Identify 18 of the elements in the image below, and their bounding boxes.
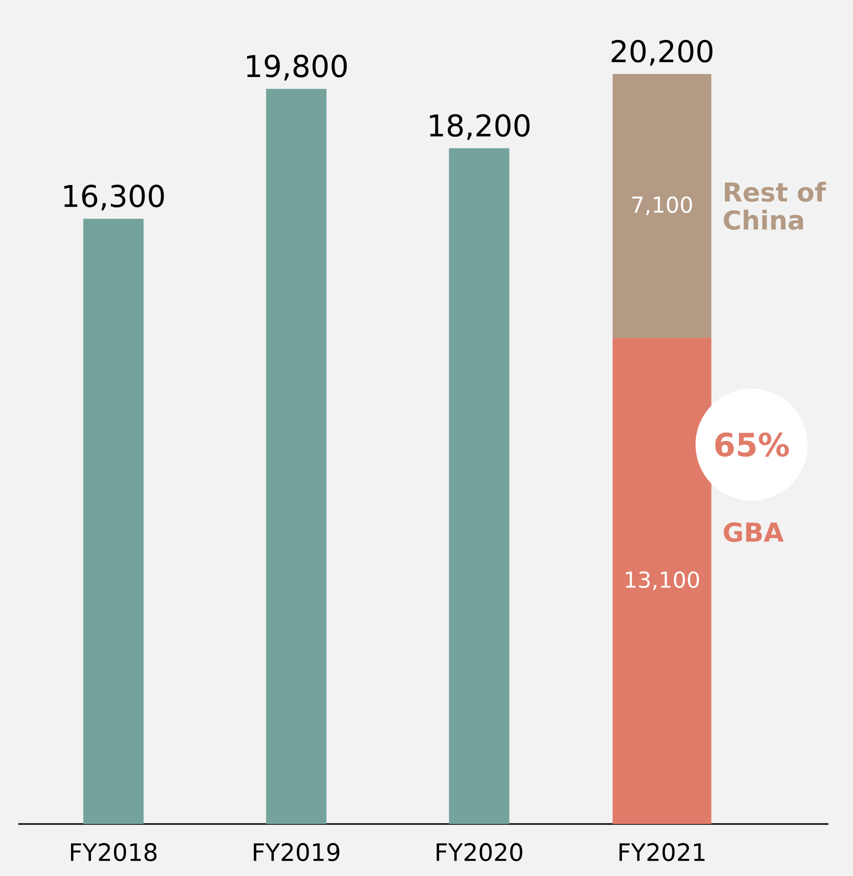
series-label: Rest of China [724, 182, 826, 230]
annotation: 65% [715, 432, 789, 457]
bar [83, 218, 144, 824]
bar [448, 148, 510, 824]
x-tick-label: FY2018 [70, 843, 156, 862]
series-label: GBA [724, 522, 784, 542]
total-label: 19,800 [247, 54, 347, 80]
data-label: 13,100 [626, 571, 699, 590]
data-label: 7,100 [632, 196, 692, 216]
bar [266, 88, 326, 824]
total-label: 20,200 [612, 40, 712, 66]
x-tick-label: FY2019 [254, 843, 340, 862]
bar [612, 74, 712, 338]
x-tick-label: FY2021 [619, 843, 704, 862]
x-tick-label: FY2020 [436, 843, 522, 862]
total-label: 18,200 [430, 114, 530, 140]
bar [612, 338, 712, 824]
total-label: 16,300 [64, 184, 164, 210]
